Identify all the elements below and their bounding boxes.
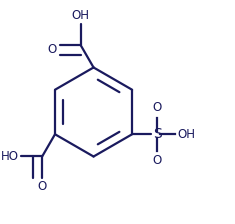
Text: O: O <box>153 101 162 114</box>
Text: HO: HO <box>1 150 19 163</box>
Text: OH: OH <box>72 9 90 22</box>
Text: O: O <box>38 180 47 193</box>
Text: S: S <box>153 127 161 141</box>
Text: O: O <box>48 43 57 56</box>
Text: O: O <box>153 154 162 167</box>
Text: OH: OH <box>177 128 195 141</box>
